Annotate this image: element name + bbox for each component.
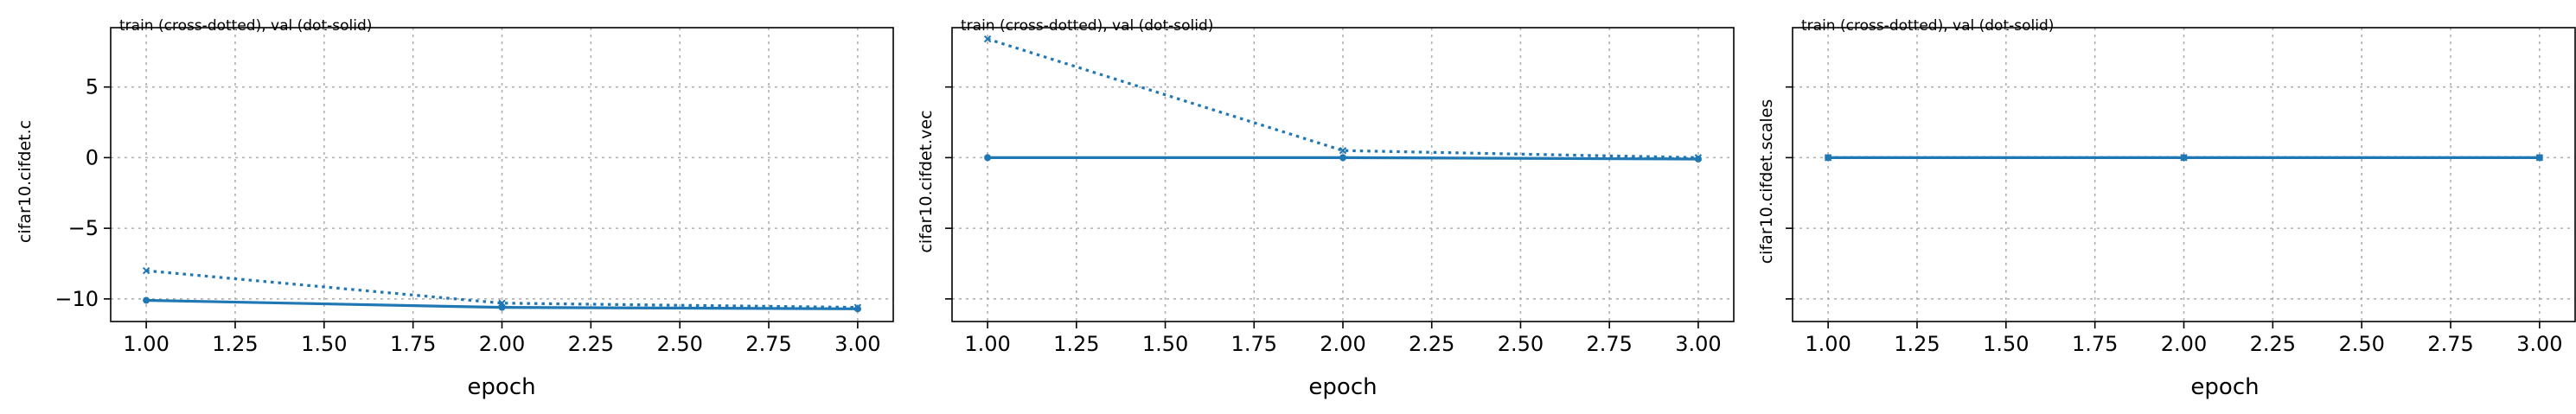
x-axis-label: epoch <box>467 374 535 400</box>
data-point-val <box>498 303 506 311</box>
x-tick-label: 2.50 <box>656 332 702 356</box>
y-axis-label: cifar10.cifdet.vec <box>917 110 936 252</box>
x-tick-label: 1.25 <box>212 332 258 356</box>
x-tick-label: 1.25 <box>1053 332 1099 356</box>
data-point-val <box>2180 154 2188 162</box>
x-tick-label: 1.00 <box>123 332 169 356</box>
x-tick-label: 3.00 <box>834 332 880 356</box>
x-tick-label: 2.25 <box>1409 332 1454 356</box>
y-tick-label: −10 <box>54 287 99 311</box>
data-point-val <box>2535 154 2543 162</box>
x-tick-label: 2.00 <box>1320 332 1365 356</box>
y-tick-label: 0 <box>86 145 99 169</box>
data-point-val <box>143 296 150 304</box>
series-line-train <box>145 269 858 309</box>
x-tick-label: 2.50 <box>2338 332 2384 356</box>
y-axis-label: cifar10.cifdet.scales <box>1757 99 1776 264</box>
data-point-val <box>1694 156 1702 163</box>
x-tick-label: 2.75 <box>745 332 791 356</box>
subplot-scales: train (cross-dotted), val (dot-solid) ci… <box>1757 17 2576 400</box>
data-point-train <box>1339 147 1347 155</box>
x-tick-label: 2.75 <box>1586 332 1632 356</box>
x-axis-label: epoch <box>2190 374 2259 400</box>
x-axis-label: epoch <box>1308 374 1377 400</box>
x-tick-label: 2.75 <box>2427 332 2473 356</box>
plot-frame <box>951 27 1735 322</box>
data-point-val <box>853 305 861 313</box>
x-tick-label: 2.00 <box>2161 332 2207 356</box>
subplot-c: train (cross-dotted), val (dot-solid) ci… <box>16 17 894 400</box>
x-tick-label: 3.00 <box>1675 332 1721 356</box>
x-tick-label: 1.75 <box>2072 332 2118 356</box>
subplot-vec: train (cross-dotted), val (dot-solid) ci… <box>917 17 1735 400</box>
x-tick-label: 2.50 <box>1498 332 1544 356</box>
x-tick-label: 1.25 <box>1894 332 1940 356</box>
x-tick-label: 2.00 <box>479 332 525 356</box>
plot-frame <box>1792 27 2576 322</box>
plot-frame <box>110 27 894 322</box>
x-tick-label: 2.25 <box>2250 332 2296 356</box>
x-tick-label: 3.00 <box>2516 332 2562 356</box>
subplot-title: train (cross-dotted), val (dot-solid) <box>1801 17 2054 35</box>
y-tick-label: 5 <box>86 75 99 99</box>
subplot-title: train (cross-dotted), val (dot-solid) <box>119 17 372 35</box>
x-tick-label: 1.00 <box>1805 332 1851 356</box>
y-axis-label: cifar10.cifdet.c <box>16 120 35 243</box>
x-tick-label: 1.50 <box>1142 332 1188 356</box>
x-tick-label: 1.75 <box>390 332 436 356</box>
data-point-train <box>983 35 992 43</box>
subplot-title: train (cross-dotted), val (dot-solid) <box>961 17 1213 35</box>
data-point-train <box>142 266 150 275</box>
data-point-val <box>1339 154 1346 162</box>
x-tick-label: 1.50 <box>301 332 347 356</box>
y-tick-label: −5 <box>68 216 99 240</box>
data-point-val <box>1825 154 1832 162</box>
data-point-val <box>984 154 992 162</box>
x-tick-label: 2.25 <box>568 332 614 356</box>
x-tick-label: 1.75 <box>1231 332 1277 356</box>
x-tick-label: 1.50 <box>1983 332 2029 356</box>
x-tick-label: 1.00 <box>964 332 1010 356</box>
